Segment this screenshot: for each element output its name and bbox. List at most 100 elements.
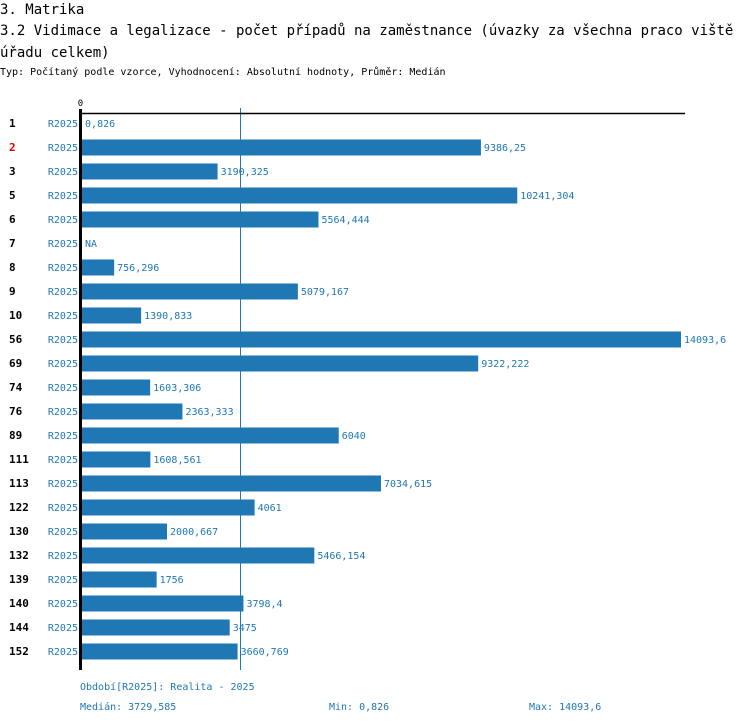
value-label: 5079,167 <box>301 287 349 298</box>
category-label: 122 <box>9 501 29 514</box>
series-label: R2025 <box>48 551 78 562</box>
category-label: 9 <box>9 285 16 298</box>
bar <box>82 259 115 276</box>
bar <box>82 187 518 204</box>
value-label: 0,826 <box>85 119 115 130</box>
bar <box>82 547 315 564</box>
series-label: R2025 <box>48 479 78 490</box>
series-label: R2025 <box>48 215 78 226</box>
category-label: 152 <box>9 645 29 658</box>
median-stat: Medián: 3729,585 <box>80 702 177 713</box>
category-label: 132 <box>9 549 29 562</box>
category-label: 69 <box>9 357 22 370</box>
value-label: 9322,222 <box>481 359 529 370</box>
bars-layer <box>82 115 681 660</box>
category-label: 7 <box>9 237 16 250</box>
chart-title: 3.2 Vidimace a legalizace - počet případ… <box>0 23 734 61</box>
bar <box>82 499 255 516</box>
series-label: R2025 <box>48 239 78 250</box>
value-label: 9386,25 <box>484 143 526 154</box>
category-label: 144 <box>9 621 29 634</box>
value-label: 3660,769 <box>241 647 289 658</box>
value-label: 5466,154 <box>317 551 365 562</box>
series-label: R2025 <box>48 167 78 178</box>
category-label: 10 <box>9 309 22 322</box>
category-label: 140 <box>9 597 29 610</box>
category-label: 74 <box>9 381 23 394</box>
series-label: R2025 <box>48 431 78 442</box>
period-legend: Období[R2025]: Realita - 2025 <box>80 682 255 693</box>
series-label: R2025 <box>48 143 78 154</box>
bar <box>82 523 168 540</box>
value-label: 3798,4 <box>246 599 282 610</box>
chart-subtitle: Typ: Počítaný podle vzorce, Vyhodnocení:… <box>0 67 446 78</box>
bar <box>82 643 238 660</box>
series-label: R2025 <box>48 335 78 346</box>
series-label: R2025 <box>48 623 78 634</box>
value-label: 1603,306 <box>153 383 201 394</box>
bar <box>82 571 157 588</box>
value-label: 1756 <box>160 575 184 586</box>
min-stat: Min: 0,826 <box>329 702 390 713</box>
series-label: R2025 <box>48 287 78 298</box>
value-label: 2363,333 <box>185 407 233 418</box>
value-label: 14093,6 <box>684 335 726 346</box>
value-label: 4061 <box>258 503 282 514</box>
max-stat: Max: 14093,6 <box>529 702 602 713</box>
value-label: 756,296 <box>117 263 159 274</box>
section-heading: 3. Matrika <box>0 2 85 18</box>
bar <box>82 475 381 492</box>
value-label: 5564,444 <box>321 215 369 226</box>
series-label: R2025 <box>48 455 78 466</box>
series-label: R2025 <box>48 407 78 418</box>
series-label: R2025 <box>48 575 78 586</box>
value-label: 3475 <box>233 623 257 634</box>
series-label: R2025 <box>48 383 78 394</box>
series-label: R2025 <box>48 647 78 658</box>
series-label: R2025 <box>48 527 78 538</box>
series-label: R2025 <box>48 503 78 514</box>
labels-layer: 1 R2025 0,826 2 R2025 9386,25 3 R2025 3190,325 5 R… <box>9 117 726 658</box>
category-label: 2 <box>9 141 16 154</box>
value-label: NA <box>85 239 97 250</box>
series-label: R2025 <box>48 119 78 130</box>
bar <box>82 211 319 228</box>
category-label: 3 <box>9 165 16 178</box>
bar <box>82 331 681 348</box>
category-label: 89 <box>9 429 22 442</box>
category-label: 76 <box>9 405 23 418</box>
bar <box>82 283 298 300</box>
category-label: 111 <box>9 453 29 466</box>
category-label: 139 <box>9 573 29 586</box>
bar <box>82 427 339 444</box>
bar <box>82 379 151 396</box>
value-label: 3190,325 <box>221 167 269 178</box>
value-label: 6040 <box>342 431 366 442</box>
category-label: 1 <box>9 117 16 130</box>
series-label: R2025 <box>48 599 78 610</box>
series-label: R2025 <box>48 263 78 274</box>
value-label: 10241,304 <box>520 191 574 202</box>
category-label: 8 <box>9 261 16 274</box>
category-label: 5 <box>9 189 16 202</box>
value-label: 1608,561 <box>153 455 201 466</box>
category-label: 130 <box>9 525 29 538</box>
bar <box>82 163 218 180</box>
value-label: 7034,615 <box>384 479 432 490</box>
series-label: R2025 <box>48 359 78 370</box>
bar <box>82 595 244 612</box>
bar <box>82 619 230 636</box>
category-label: 56 <box>9 333 23 346</box>
bar <box>82 403 183 420</box>
series-label: R2025 <box>48 311 78 322</box>
bar <box>82 355 479 372</box>
series-label: R2025 <box>48 191 78 202</box>
value-label: 1390,833 <box>144 311 192 322</box>
bar <box>82 139 481 156</box>
category-label: 113 <box>9 477 29 490</box>
value-label: 2000,667 <box>170 527 218 538</box>
bar <box>82 307 142 324</box>
x-tick-label: 0 <box>78 99 83 109</box>
category-label: 6 <box>9 213 16 226</box>
